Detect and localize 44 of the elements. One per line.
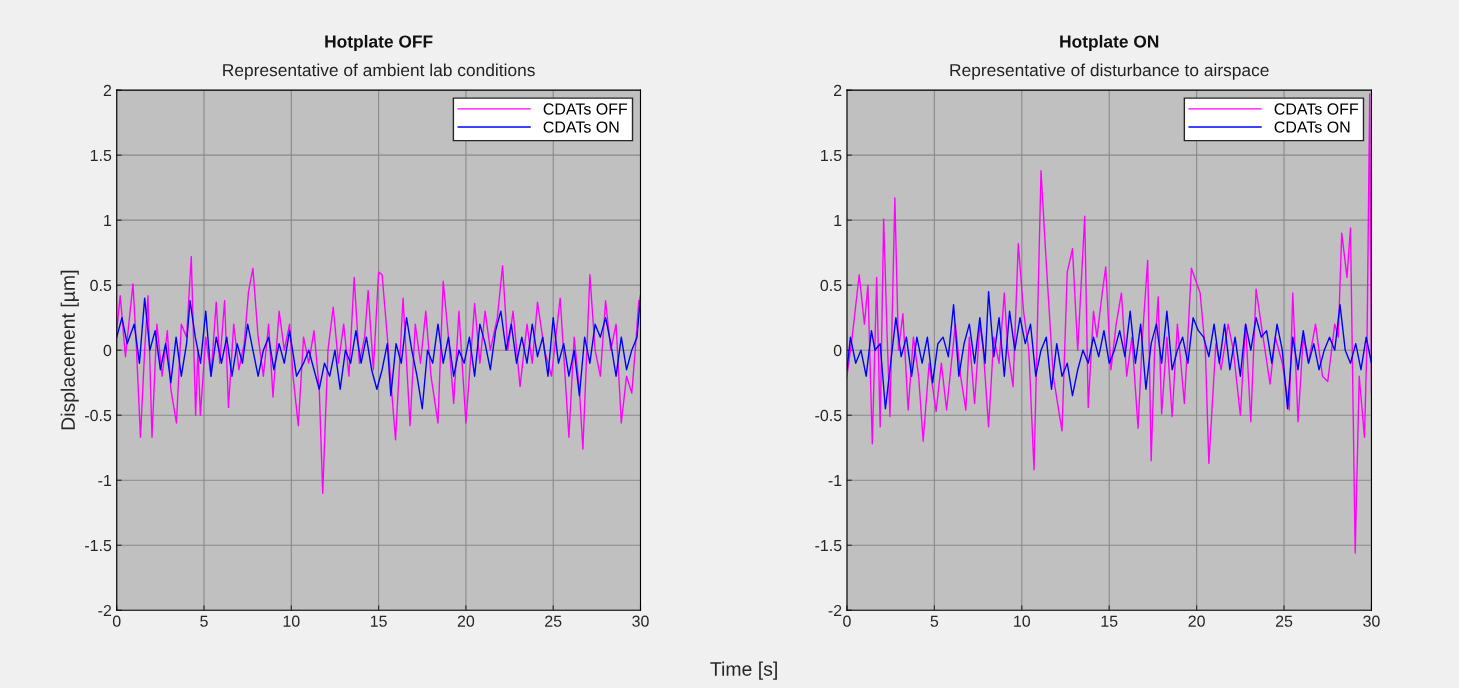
y-axis-title: Displacement [µm] (60, 270, 79, 430)
y-tick-label: 2 (103, 84, 112, 96)
legend-label: CDATs ON (543, 121, 619, 133)
line-series (846, 290, 1372, 410)
y-tick-label: 1 (834, 214, 842, 226)
x-tick-label: 15 (370, 615, 387, 627)
y-tick-label: -0.5 (815, 409, 842, 422)
chart-subtitle: Representative of disturbance to airspace (950, 63, 1269, 80)
chart-title: Hotplate ON (1060, 34, 1159, 52)
y-tick-label: 1 (104, 214, 112, 226)
x-tick-label: 30 (632, 615, 649, 627)
x-tick-label: 10 (283, 615, 300, 627)
y-tick-label: -1 (98, 475, 112, 487)
y-tick-label: 0.5 (90, 279, 112, 292)
x-tick-label: 0 (843, 615, 851, 627)
x-tick-label: 0 (112, 615, 121, 627)
x-tick-label: 25 (545, 615, 562, 627)
legend-label: CDATs ON (1274, 121, 1350, 133)
y-tick-label: -2 (828, 604, 842, 617)
x-tick-label: 10 (1014, 615, 1031, 627)
legend-label: CDATs OFF (1274, 103, 1359, 115)
line-series (116, 255, 641, 494)
x-tick-label: 5 (930, 615, 939, 627)
y-tick-label: 0.5 (820, 279, 842, 292)
y-tick-label: 0 (833, 344, 842, 357)
chart-subtitle: Representative of ambient lab conditions (223, 63, 535, 80)
y-tick-label: 0 (103, 344, 112, 357)
x-tick-label: 15 (1101, 615, 1118, 627)
y-tick-label: -1.5 (815, 540, 842, 552)
y-tick-label: -2 (98, 604, 112, 617)
y-tick-label: -0.5 (85, 409, 112, 422)
y-tick-label: -1 (828, 475, 842, 487)
y-tick-label: -1.5 (85, 540, 112, 552)
y-tick-label: 1.5 (90, 149, 112, 162)
x-tick-label: 25 (1275, 615, 1293, 627)
x-tick-label: 20 (457, 615, 475, 627)
y-tick-label: 1.5 (821, 149, 842, 162)
legend-label: CDATs OFF (543, 103, 628, 115)
chart-title: Hotplate OFF (325, 34, 433, 52)
y-tick-label: 2 (834, 84, 842, 96)
x-tick-label: 20 (1188, 615, 1205, 627)
x-axis-title: Time [s] (710, 661, 777, 680)
x-tick-label: 5 (200, 615, 208, 627)
x-tick-label: 30 (1363, 615, 1380, 627)
